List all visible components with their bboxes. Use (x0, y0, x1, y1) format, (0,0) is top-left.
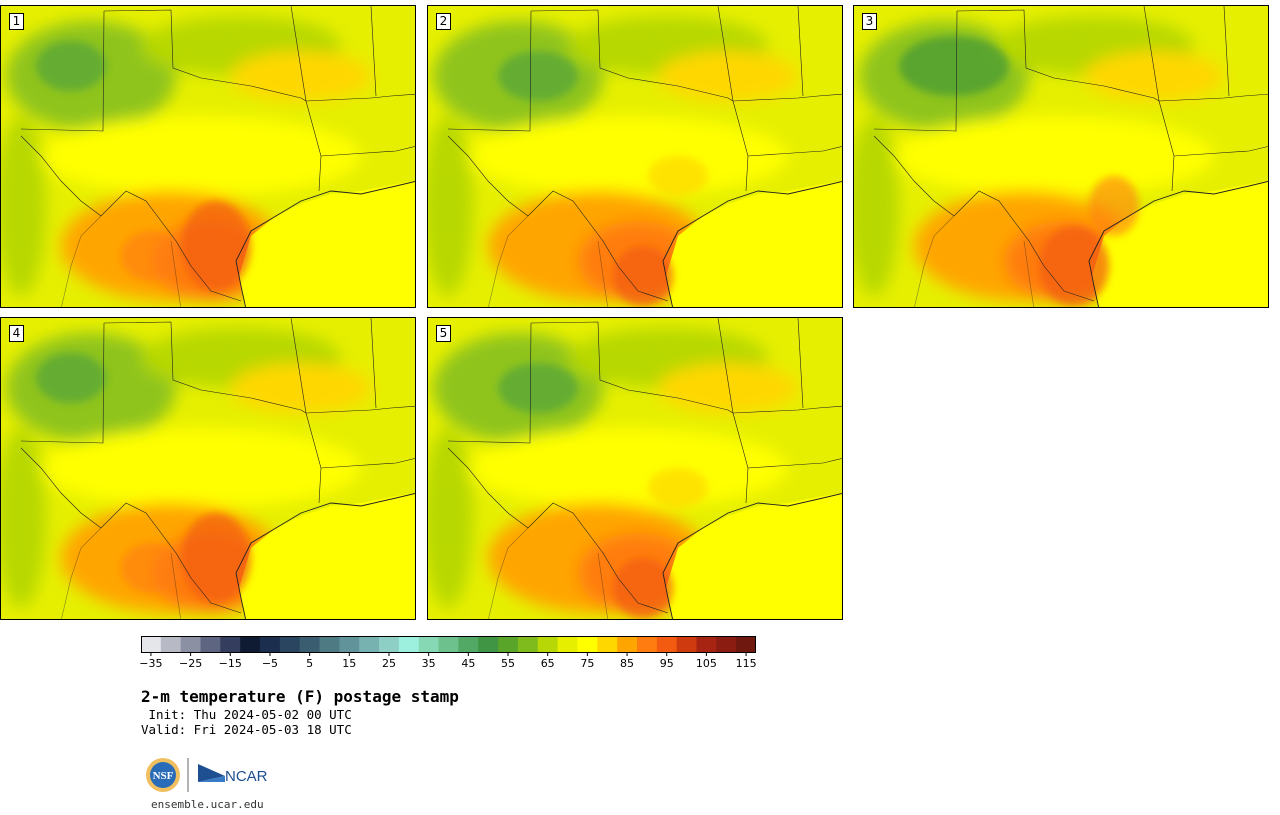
colorbar-tick-label: 15 (342, 657, 357, 670)
logos: NSF NCAR (146, 758, 268, 792)
colorbar-swatch (716, 636, 737, 653)
colorbar-swatch (160, 636, 182, 653)
panel-2: 2 (427, 5, 843, 308)
init-time: Init: Thu 2024-05-02 00 UTC (141, 707, 352, 722)
valid-time: Valid: Fri 2024-05-03 18 UTC (141, 722, 352, 737)
temperature-map (854, 6, 1268, 307)
member-label: 2 (436, 13, 451, 30)
colorbar-tick-label: 115 (735, 657, 757, 670)
svg-text:NCAR: NCAR (225, 768, 268, 785)
colorbar-swatch (557, 636, 578, 653)
colorbar-swatch (478, 636, 499, 653)
member-label: 5 (436, 325, 451, 342)
colorbar-swatch (339, 636, 360, 653)
colorbar-tick-label: 5 (306, 657, 314, 670)
panel-3: 3 (853, 5, 1269, 308)
member-label: 3 (862, 13, 877, 30)
panel-4: 4 (0, 317, 416, 620)
nsf-logo: NSF (146, 758, 180, 792)
colorbar-swatch (736, 636, 756, 653)
colorbar-swatch (438, 636, 459, 653)
colorbar-swatch (200, 636, 221, 653)
colorbar-tick-label: −15 (218, 657, 242, 670)
colorbar-swatch (398, 636, 420, 653)
site-url[interactable]: ensemble.ucar.edu (151, 798, 264, 811)
colorbar-tick-label: 75 (580, 657, 595, 670)
colorbar-tick-label: 45 (461, 657, 476, 670)
colorbar-swatch (636, 636, 658, 653)
colorbar-swatch (141, 636, 162, 653)
colorbar-swatch (696, 636, 717, 653)
colorbar-swatch (498, 636, 519, 653)
colorbar-swatch (240, 636, 261, 653)
plot-title: 2-m temperature (F) postage stamp (141, 687, 459, 706)
colorbar-tick-label: −25 (178, 657, 203, 670)
colorbar-swatch (537, 636, 559, 653)
colorbar (141, 636, 756, 656)
colorbar-swatch (220, 636, 241, 653)
colorbar-swatch (180, 636, 202, 653)
colorbar-tick-label: 55 (501, 657, 516, 670)
colorbar-swatch (458, 636, 479, 653)
colorbar-swatch (676, 636, 697, 653)
temperature-map (1, 6, 415, 307)
svg-text:NSF: NSF (153, 770, 174, 782)
colorbar-swatch (577, 636, 598, 653)
colorbar-swatch (379, 636, 400, 653)
colorbar-tick-label: 35 (421, 657, 436, 670)
ncar-logo: NCAR (198, 764, 268, 785)
colorbar-tick-label: 105 (695, 657, 717, 670)
colorbar-swatch (418, 636, 440, 653)
panel-1: 1 (0, 5, 416, 308)
colorbar-swatch (260, 636, 281, 653)
colorbar-swatch (597, 636, 618, 653)
colorbar-swatch (359, 636, 380, 653)
member-label: 4 (9, 325, 24, 342)
colorbar-swatch (656, 636, 678, 653)
colorbar-tick-label: 65 (540, 657, 555, 670)
temperature-map (1, 318, 415, 619)
panel-5: 5 (427, 317, 843, 620)
colorbar-swatch (299, 636, 321, 653)
colorbar-swatch (279, 636, 301, 653)
colorbar-tick-label: 85 (620, 657, 635, 670)
colorbar-tick-label: −5 (261, 657, 279, 670)
colorbar-swatch (319, 636, 340, 653)
colorbar-swatch (517, 636, 539, 653)
temperature-map (428, 318, 842, 619)
colorbar-tick-label: 95 (659, 657, 674, 670)
colorbar-tick-label: −35 (139, 657, 163, 670)
colorbar-tick-label: 25 (381, 657, 396, 670)
temperature-map (428, 6, 842, 307)
colorbar-swatch (617, 636, 638, 653)
member-label: 1 (9, 13, 24, 30)
